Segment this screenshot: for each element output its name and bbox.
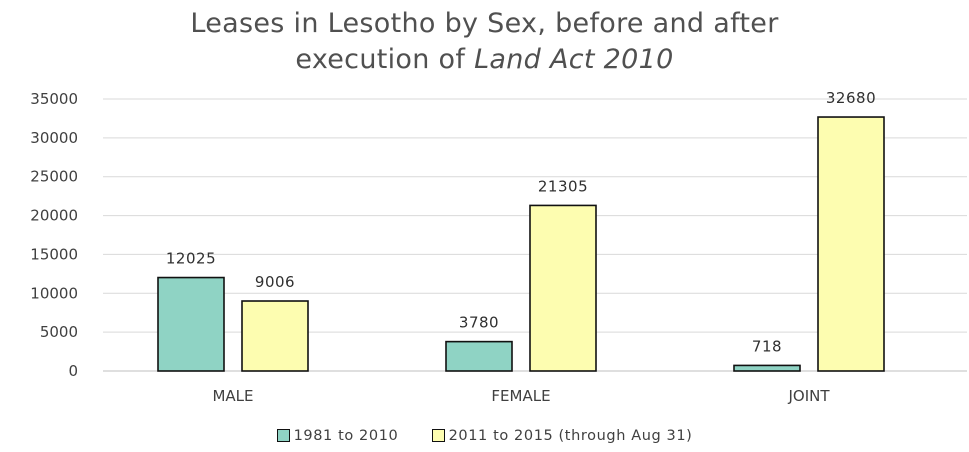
data-label: 12025: [166, 250, 216, 268]
y-tick-label: 0: [68, 362, 78, 380]
legend-label-series-1: 1981 to 2010: [293, 428, 399, 444]
chart-title-line2-prefix: execution of: [295, 44, 475, 75]
legend-item-series-2: 2011 to 2015 (through Aug 31): [431, 428, 693, 444]
y-tick-label: 35000: [30, 90, 78, 108]
bar: [445, 340, 513, 372]
chart-title-line1: Leases in Lesotho by Sex, before and aft…: [190, 8, 779, 39]
bar: [733, 364, 801, 372]
x-tick-label: JOINT: [787, 387, 830, 405]
data-label: 21305: [538, 177, 588, 195]
bar: [529, 204, 597, 372]
data-label: 718: [752, 337, 782, 355]
y-tick-label: 15000: [30, 245, 78, 263]
bar: [157, 276, 225, 372]
bar-chart: 0 5000 10000 15000 20000 25000 30000 35000 12025…: [30, 89, 967, 405]
data-label: 3780: [459, 314, 499, 332]
y-tick-label: 30000: [30, 129, 78, 147]
data-label: 9006: [255, 273, 295, 291]
x-tick-label: MALE: [212, 387, 253, 405]
legend-label-series-2: 2011 to 2015 (through Aug 31): [448, 428, 693, 444]
legend-swatch-series-1: [276, 429, 290, 442]
y-tick-label: 25000: [30, 168, 78, 186]
y-tick-label: 20000: [30, 207, 78, 225]
bar: [241, 300, 309, 372]
chart-title-line2-italic: Land Act 2010: [474, 44, 674, 75]
legend: 1981 to 2010 2011 to 2015 (through Aug 3…: [0, 428, 969, 444]
x-tick-label: FEMALE: [491, 387, 550, 405]
chart-title: Leases in Lesotho by Sex, before and aft…: [0, 6, 969, 78]
bar: [817, 116, 885, 372]
y-tick-label: 5000: [40, 323, 78, 341]
y-tick-label: 10000: [30, 284, 78, 302]
chart-title-line2: execution of Land Act 2010: [0, 42, 969, 78]
legend-swatch-series-2: [431, 429, 445, 442]
data-label: 32680: [826, 89, 876, 107]
legend-item-series-1: 1981 to 2010: [276, 428, 399, 444]
